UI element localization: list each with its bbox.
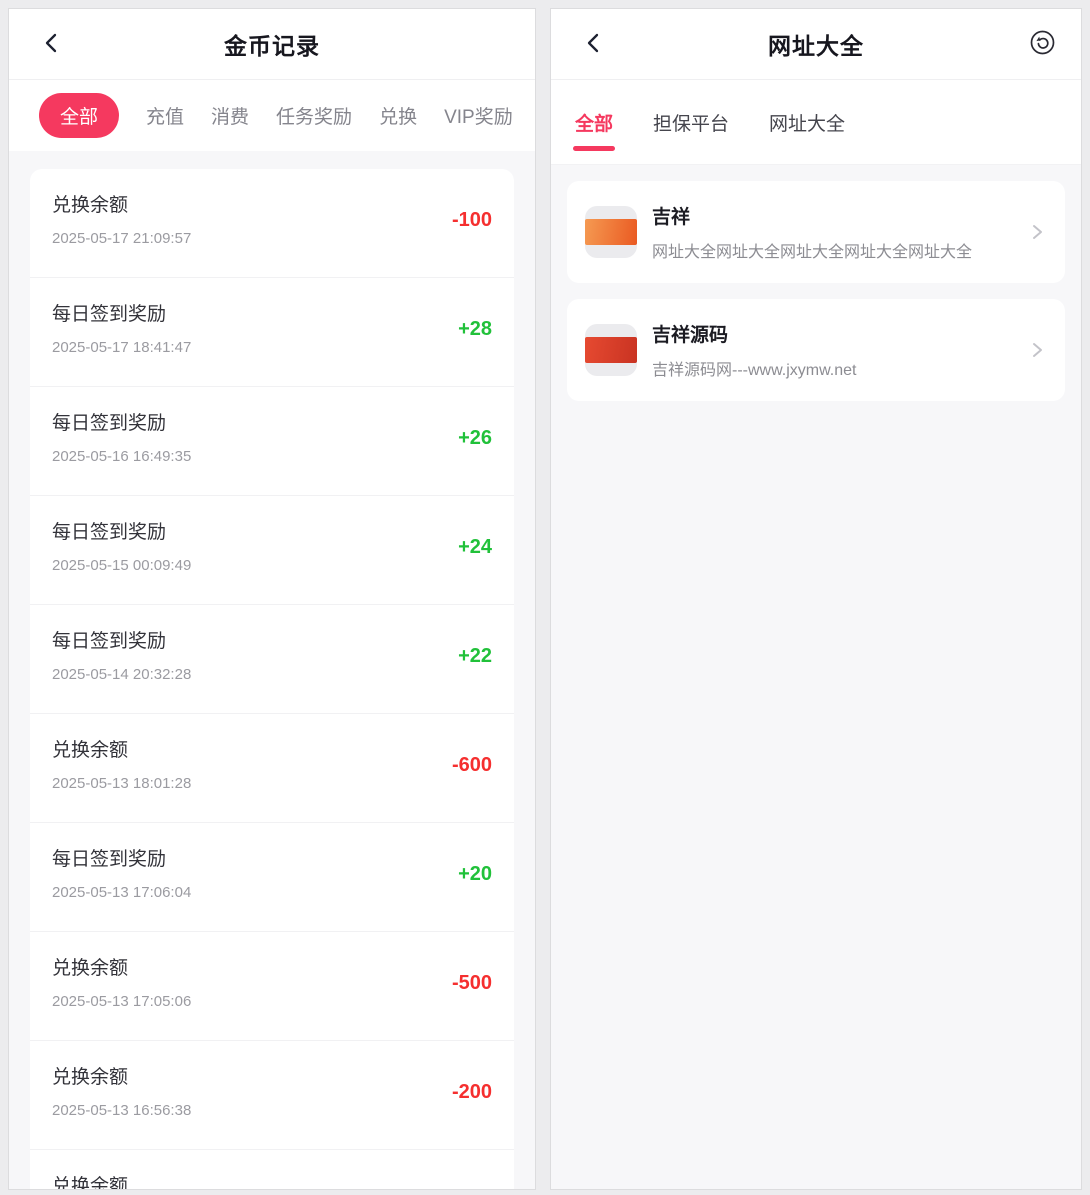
- site-description: 网址大全网址大全网址大全网址大全网址大全: [652, 244, 973, 261]
- record-title: 每日签到奖励: [52, 849, 167, 870]
- coin-filter-tabs: 全部 充值 消费 任务奖励 兑换 VIP奖励: [9, 80, 535, 151]
- coin-filter-tab[interactable]: 兑换: [379, 93, 417, 138]
- record-row: 兑换余额 2025-05-13 18:01:28 -600: [30, 714, 514, 823]
- back-button[interactable]: [35, 27, 69, 61]
- coin-filter-tab[interactable]: 全部: [39, 93, 120, 138]
- coin-records-appbar: 金币记录: [9, 9, 535, 80]
- coin-filter-tab[interactable]: VIP奖励: [444, 93, 513, 138]
- record-timestamp: 2025-05-14 20:32:28: [52, 666, 192, 683]
- site-thumbnail: [585, 324, 637, 376]
- coin-filter-tab[interactable]: 消费: [211, 93, 249, 138]
- site-list: 吉祥 网址大全网址大全网址大全网址大全网址大全 吉祥源码 吉祥源码网---www…: [551, 165, 1081, 1189]
- coin-filter-tab[interactable]: 任务奖励: [276, 93, 352, 138]
- website-directory-appbar: 网址大全: [551, 9, 1081, 80]
- coin-records-list: 兑换余额 2025-05-17 21:09:57 -100 每日签到奖励 202…: [30, 169, 514, 1189]
- record-amount: -500: [451, 972, 492, 994]
- record-timestamp: 2025-05-13 17:05:06: [52, 993, 192, 1010]
- website-directory-screen: 网址大全 全部 担保平台 网址大全: [550, 8, 1082, 1190]
- record-row: 每日签到奖励 2025-05-14 20:32:28 +22: [30, 605, 514, 714]
- record-title: 兑换余额: [52, 740, 129, 761]
- record-timestamp: 2025-05-17 18:41:47: [52, 339, 192, 356]
- record-timestamp: 2025-05-17 21:09:57: [52, 230, 192, 247]
- record-title: 每日签到奖励: [52, 413, 167, 434]
- record-row: 兑换余额: [30, 1150, 514, 1189]
- record-amount: +22: [458, 645, 492, 667]
- site-name: 吉祥: [652, 207, 691, 228]
- coin-records-content: 兑换余额 2025-05-17 21:09:57 -100 每日签到奖励 202…: [9, 151, 535, 1189]
- record-amount: +28: [458, 318, 492, 340]
- record-title: 兑换余额: [52, 1067, 129, 1088]
- site-text: 吉祥源码 吉祥源码网---www.jxymw.net: [652, 320, 856, 380]
- chevron-left-icon: [41, 32, 63, 57]
- record-amount: -200: [451, 1081, 492, 1103]
- record-title: 每日签到奖励: [52, 631, 167, 652]
- record-amount: -100: [451, 209, 492, 231]
- chevron-right-icon: [1027, 340, 1047, 360]
- record-title: 兑换余额: [52, 195, 129, 216]
- record-amount: +20: [458, 863, 492, 885]
- site-thumbnail: [585, 206, 637, 258]
- record-timestamp: 2025-05-13 16:56:38: [52, 1102, 192, 1119]
- record-title: 每日签到奖励: [52, 522, 167, 543]
- refresh-button[interactable]: [1025, 27, 1059, 61]
- record-row: 每日签到奖励 2025-05-15 00:09:49 +24: [30, 496, 514, 605]
- record-amount: +26: [458, 427, 492, 449]
- site-category-tab[interactable]: 担保平台: [653, 80, 729, 164]
- site-name: 吉祥源码: [652, 325, 729, 346]
- record-row: 兑换余额 2025-05-17 21:09:57 -100: [30, 169, 514, 278]
- site-description: 吉祥源码网---www.jxymw.net: [652, 362, 857, 379]
- page-title: 金币记录: [224, 33, 320, 59]
- back-button[interactable]: [577, 27, 611, 61]
- record-title: 兑换余额: [52, 958, 129, 979]
- refresh-icon: [1029, 29, 1056, 59]
- coin-records-screen: 金币记录 全部 充值 消费 任务奖励 兑换 VIP奖励 兑换余额 2025-05…: [8, 8, 536, 1190]
- record-timestamp: 2025-05-13 18:01:28: [52, 775, 192, 792]
- coin-filter-tab[interactable]: 充值: [146, 93, 184, 138]
- record-amount: +24: [458, 536, 492, 558]
- record-timestamp: 2025-05-13 17:06:04: [52, 884, 192, 901]
- record-row: 兑换余额 2025-05-13 17:05:06 -500: [30, 932, 514, 1041]
- record-title: 兑换余额: [52, 1176, 129, 1189]
- record-timestamp: 2025-05-15 00:09:49: [52, 557, 192, 574]
- site-text: 吉祥 网址大全网址大全网址大全网址大全网址大全: [652, 202, 972, 262]
- record-row: 每日签到奖励 2025-05-16 16:49:35 +26: [30, 387, 514, 496]
- record-row: 每日签到奖励 2025-05-17 18:41:47 +28: [30, 278, 514, 387]
- record-row: 兑换余额 2025-05-13 16:56:38 -200: [30, 1041, 514, 1150]
- site-category-tab[interactable]: 全部: [575, 80, 613, 164]
- site-card[interactable]: 吉祥源码 吉祥源码网---www.jxymw.net: [567, 299, 1065, 401]
- site-category-tabs: 全部 担保平台 网址大全: [551, 80, 1081, 165]
- record-amount: -600: [451, 754, 492, 776]
- record-title: 每日签到奖励: [52, 304, 167, 325]
- page-title: 网址大全: [768, 33, 864, 59]
- chevron-right-icon: [1027, 222, 1047, 242]
- site-banner-image: [585, 219, 637, 245]
- chevron-left-icon: [583, 32, 605, 57]
- record-timestamp: 2025-05-16 16:49:35: [52, 448, 192, 465]
- site-category-tab[interactable]: 网址大全: [769, 80, 845, 164]
- site-banner-image: [585, 337, 637, 363]
- record-row: 每日签到奖励 2025-05-13 17:06:04 +20: [30, 823, 514, 932]
- site-card[interactable]: 吉祥 网址大全网址大全网址大全网址大全网址大全: [567, 181, 1065, 283]
